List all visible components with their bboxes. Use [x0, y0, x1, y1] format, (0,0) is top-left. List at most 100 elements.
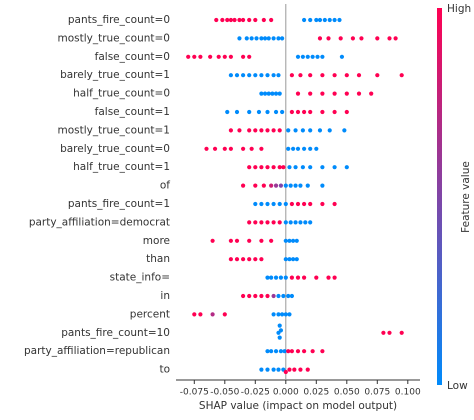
shap-point — [186, 54, 191, 59]
shap-point — [276, 367, 281, 372]
shap-point — [320, 91, 325, 96]
shap-point — [314, 146, 319, 151]
shap-point — [369, 91, 374, 96]
feature-label: party_affiliation=republican — [24, 345, 170, 357]
shap-point — [308, 17, 313, 23]
shap-point — [265, 73, 270, 78]
shap-point — [356, 73, 362, 78]
shap-point — [259, 73, 264, 78]
feature-label: pants_fire_count=1 — [68, 198, 170, 210]
feature-label: false_count=0 — [95, 51, 170, 63]
shap-point — [308, 109, 313, 115]
shap-point — [320, 183, 325, 188]
shap-point — [295, 349, 301, 354]
shap-point — [317, 17, 323, 23]
shap-point — [265, 165, 270, 170]
shap-point — [266, 91, 271, 96]
shap-point — [399, 330, 404, 335]
shap-point — [214, 17, 219, 23]
shap-point — [253, 257, 258, 262]
shap-point — [222, 146, 227, 151]
shap-point — [295, 146, 301, 151]
shap-point — [298, 183, 303, 188]
shap-point — [259, 293, 264, 299]
shap-point — [261, 17, 266, 23]
shap-point — [276, 73, 281, 78]
shap-point — [273, 91, 279, 96]
colorbar-low: Low — [447, 380, 468, 392]
shap-point — [259, 165, 264, 170]
shap-point — [271, 128, 276, 133]
shap-point — [280, 36, 285, 41]
shap-point — [253, 220, 258, 225]
shap-point — [262, 91, 268, 96]
shap-point — [302, 17, 307, 23]
shap-point — [283, 201, 288, 207]
shap-point — [265, 109, 270, 115]
feature-label: in — [160, 290, 170, 302]
shap-point — [237, 17, 242, 23]
shap-point — [269, 349, 274, 354]
shap-point — [266, 36, 271, 41]
shap-point — [332, 17, 337, 23]
shap-point — [234, 109, 240, 115]
shap-point — [253, 165, 258, 170]
shap-point — [286, 293, 291, 299]
shap-point — [271, 293, 276, 299]
shap-point — [294, 257, 299, 262]
shap-point — [270, 91, 275, 96]
shap-point — [273, 183, 279, 188]
shap-point — [315, 54, 320, 59]
shap-point — [308, 73, 313, 78]
shap-point — [276, 293, 281, 299]
shap-point — [249, 146, 254, 151]
shap-point — [265, 220, 270, 225]
x-tick-label: 0.000 — [273, 388, 299, 398]
shap-point — [287, 238, 292, 243]
shap-point — [375, 36, 380, 41]
shap-point — [254, 36, 259, 41]
shap-point — [308, 128, 313, 133]
shap-point — [295, 275, 301, 280]
shap-point — [332, 91, 337, 96]
shap-point — [289, 275, 294, 280]
shap-point — [344, 109, 349, 115]
shap-point — [342, 128, 347, 133]
shap-point — [293, 183, 298, 188]
shap-point — [259, 146, 264, 151]
shap-point — [300, 165, 305, 170]
shap-point — [259, 238, 264, 243]
shap-point — [247, 257, 252, 262]
colorbar-label: Feature value — [460, 161, 472, 233]
shap-point — [265, 349, 270, 354]
shap-point — [317, 128, 323, 133]
shap-point — [291, 257, 296, 262]
shap-point — [344, 91, 349, 96]
shap-point — [265, 275, 270, 280]
shap-point — [298, 220, 303, 225]
shap-point — [305, 367, 310, 372]
shap-point — [320, 349, 325, 354]
shap-point — [289, 73, 294, 78]
shap-point — [327, 128, 332, 133]
shap-point — [273, 109, 279, 115]
shap-point — [247, 128, 252, 133]
shap-point — [300, 54, 305, 59]
shap-point — [271, 367, 276, 372]
shap-point — [241, 183, 246, 188]
shap-point — [237, 128, 242, 133]
shap-point — [283, 220, 288, 225]
feature-label: pants_fire_count=0 — [68, 14, 170, 26]
shap-point — [283, 369, 288, 375]
shap-point — [241, 73, 246, 78]
shap-point — [269, 183, 274, 188]
shap-point — [320, 201, 325, 207]
shap-point — [332, 165, 337, 170]
shap-point — [259, 36, 264, 41]
shap-point — [262, 36, 268, 41]
feature-label: mostly_true_count=0 — [57, 32, 170, 44]
shap-point — [228, 73, 233, 78]
shap-point — [283, 312, 288, 317]
shap-point — [277, 128, 282, 133]
shap-point — [269, 17, 274, 23]
